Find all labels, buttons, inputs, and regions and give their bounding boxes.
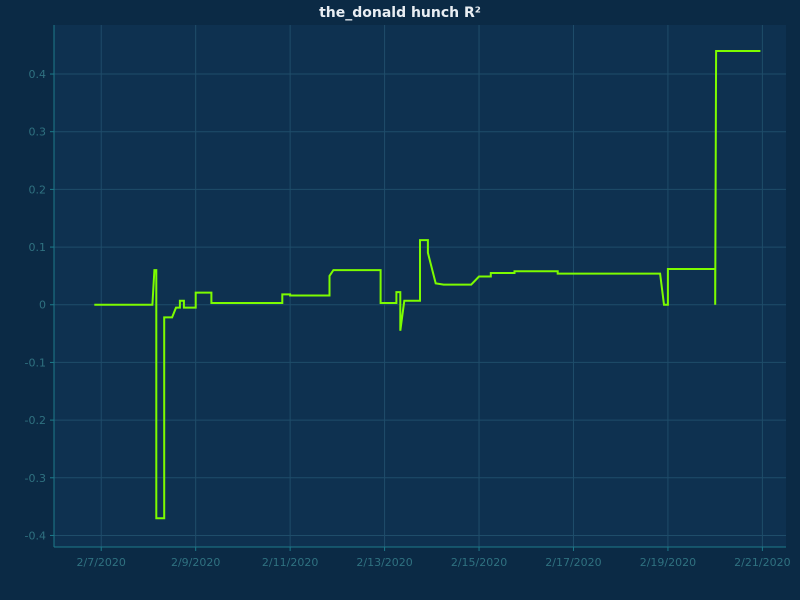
x-tick-label: 2/19/2020 — [640, 556, 696, 569]
y-tick-label: -0.1 — [25, 356, 46, 369]
y-tick-label: -0.2 — [25, 414, 46, 427]
x-tick-label: 2/7/2020 — [77, 556, 126, 569]
y-tick-label: 0.3 — [29, 126, 47, 139]
series-line — [94, 50, 761, 520]
x-tick-label: 2/9/2020 — [171, 556, 220, 569]
y-tick-label: 0.1 — [29, 241, 47, 254]
y-tick-label: 0 — [39, 299, 46, 312]
grid — [54, 25, 786, 547]
x-tick-label: 2/13/2020 — [356, 556, 412, 569]
y-tick-label: -0.3 — [25, 472, 46, 485]
y-tick-label: 0.4 — [29, 68, 47, 81]
x-tick-label: 2/15/2020 — [451, 556, 507, 569]
y-tick-label: -0.4 — [25, 529, 46, 542]
chart-title: the_donald hunch R² — [319, 5, 481, 21]
x-tick-label: 2/21/2020 — [734, 556, 790, 569]
x-tick-label: 2/11/2020 — [262, 556, 318, 569]
ticks: 0.4 0.3 0.2 0.1 0 -0.1 -0.2 -0.3 -0.4 2/7/2020 2/9… — [25, 68, 791, 569]
x-tick-label: 2/17/2020 — [545, 556, 601, 569]
series-group — [94, 50, 761, 520]
y-tick-label: 0.2 — [29, 183, 47, 196]
axes — [53, 25, 786, 548]
